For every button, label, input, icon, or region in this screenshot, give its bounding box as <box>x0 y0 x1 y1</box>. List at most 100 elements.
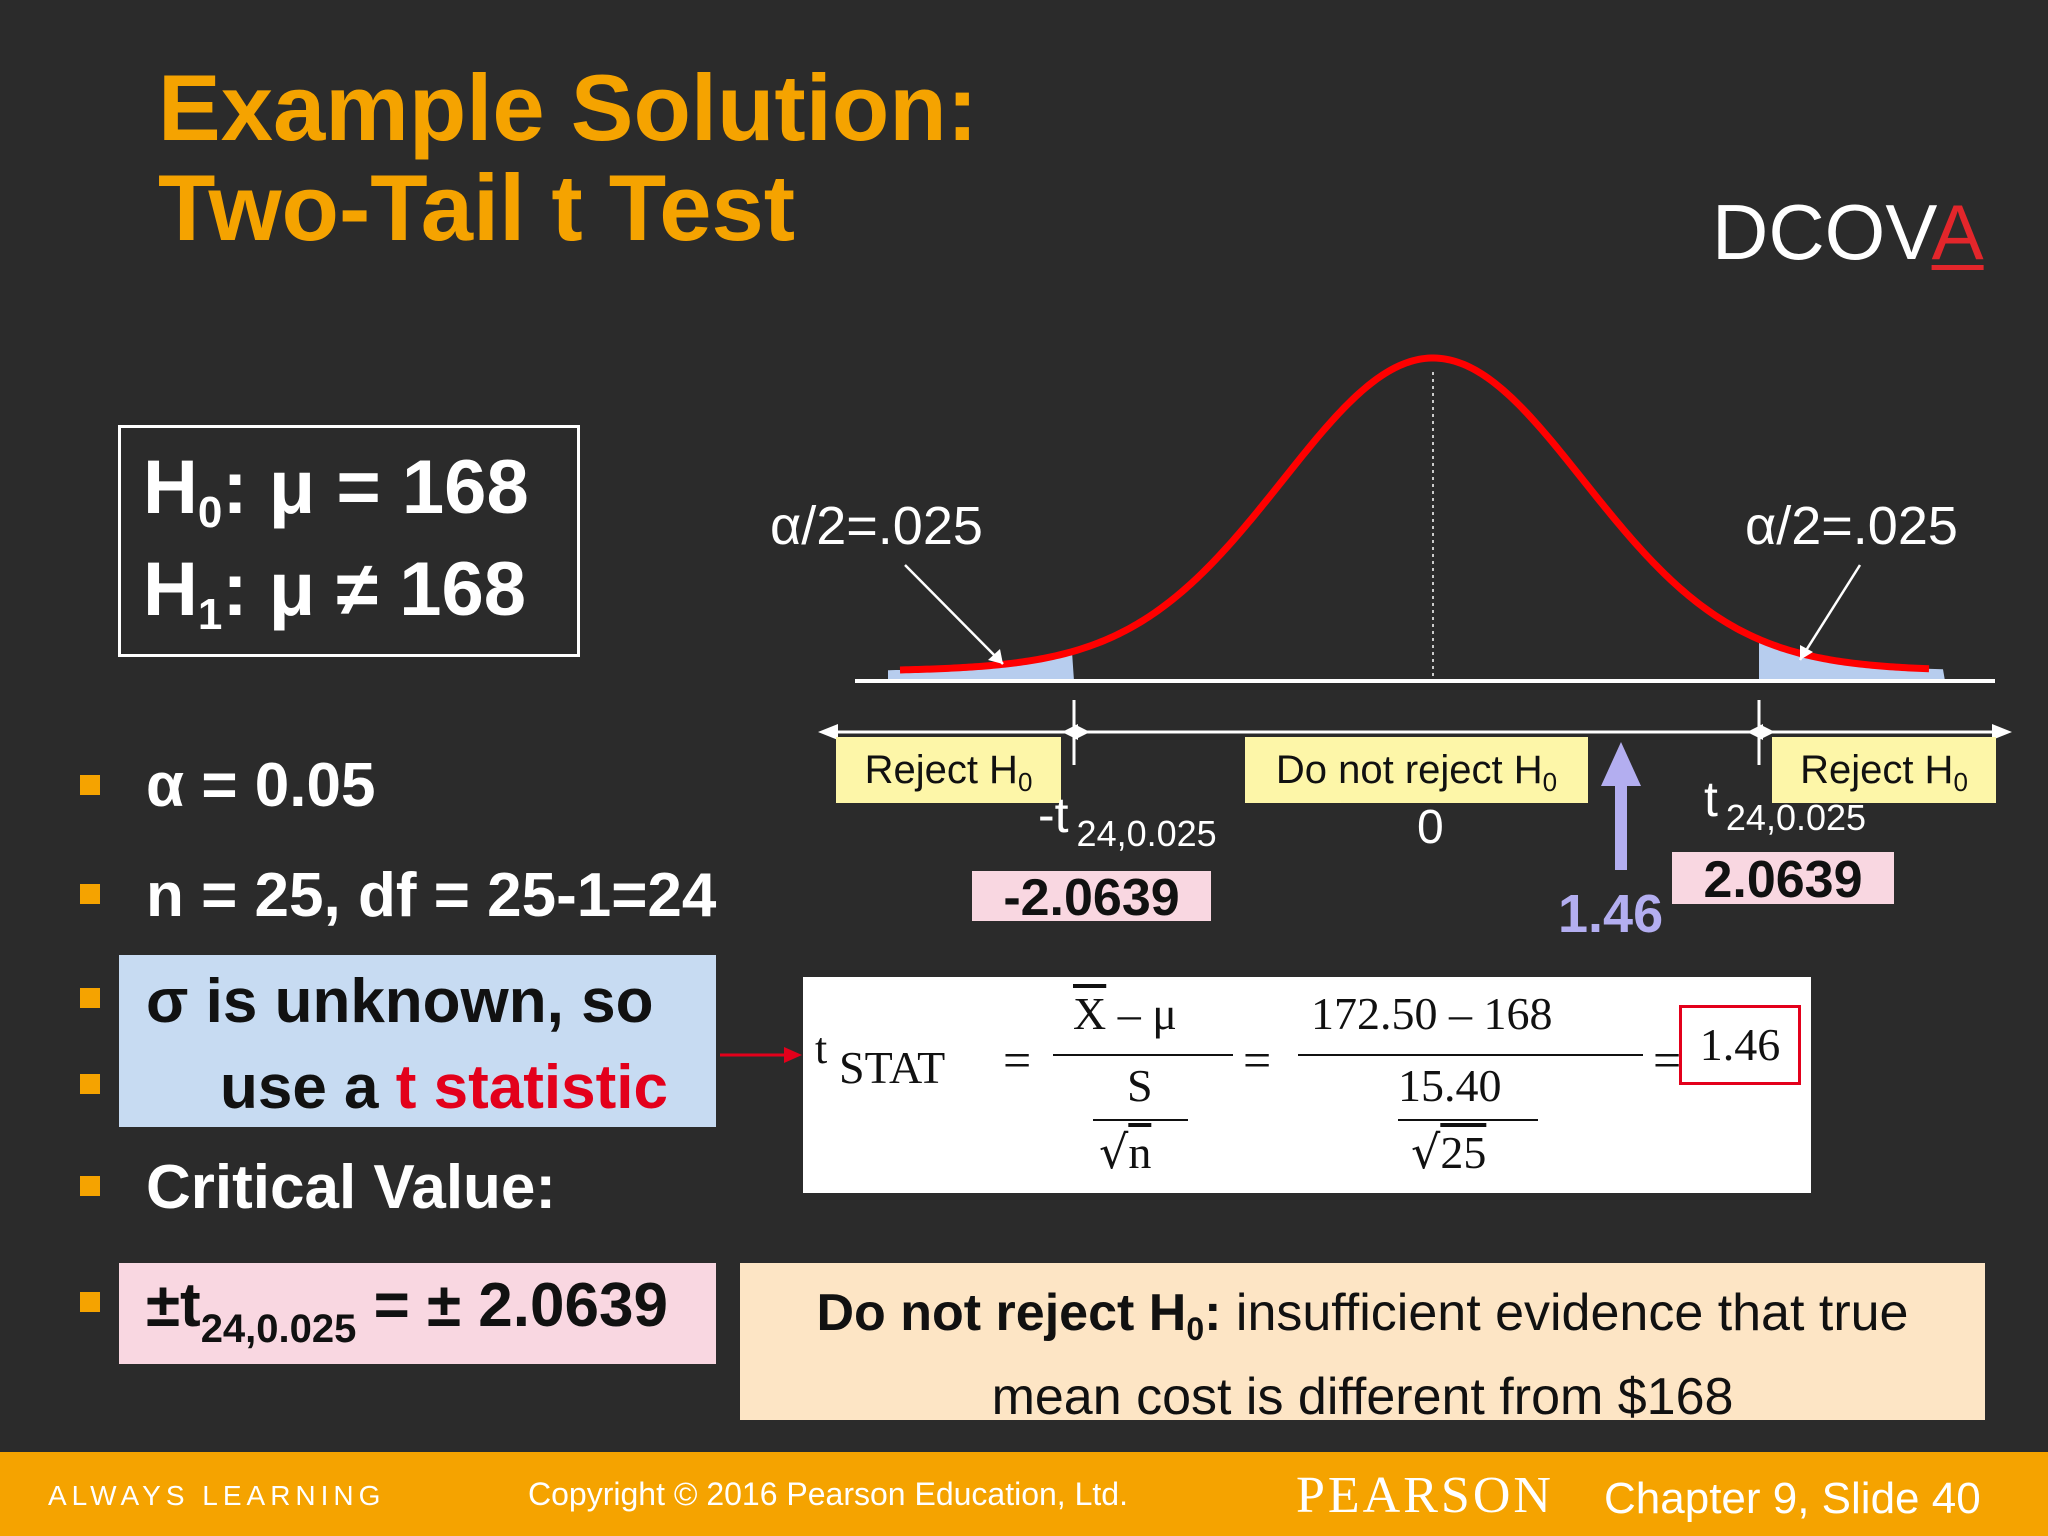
h0-subscript: 0 <box>197 488 223 537</box>
fraction-bar <box>1298 1054 1643 1056</box>
formula-equals: = <box>1653 1032 1682 1088</box>
do-not-reject-label: Do not reject H0 <box>1245 737 1588 803</box>
crit-value: = ± 2.0639 <box>356 1271 668 1340</box>
minus-mu: – μ <box>1106 988 1177 1039</box>
h0-symbol: H <box>143 445 198 530</box>
test-stat-value: 1.46 <box>1558 884 1664 944</box>
bullet-square <box>80 1074 100 1094</box>
tick-arrow-icon <box>1759 724 1775 740</box>
formula-num2: 172.50 – 168 <box>1311 988 1553 1039</box>
dcova-highlight: A <box>1931 188 1984 276</box>
formula-result: 1.46 <box>1679 1005 1801 1085</box>
alternative-hypothesis: H1: μ ≠ 168 <box>143 546 526 640</box>
stat-arrow-icon <box>1601 742 1641 786</box>
alpha-left-label: α/2=.025 <box>770 496 983 556</box>
critical-value-text: ±t24,0.025 = ± 2.0639 <box>146 1270 668 1352</box>
bullet-square <box>80 1176 100 1196</box>
bullet-square <box>80 1292 100 1312</box>
conclusion-line2: mean cost is different from $168 <box>991 1368 1734 1426</box>
zero-label: 0 <box>1417 801 1444 854</box>
reject-left-label: Reject H0 <box>836 737 1061 803</box>
formula-equals: = <box>1003 1032 1032 1088</box>
stat-arrow-shaft <box>1615 780 1627 870</box>
formula-t: t <box>815 1024 828 1073</box>
pearson-logo: PEARSON <box>1296 1467 1554 1524</box>
crit-prefix: ±t <box>146 1271 201 1340</box>
bullet-alpha: α = 0.05 <box>146 751 376 820</box>
h1-text: : μ ≠ 168 <box>222 547 527 632</box>
pointer-arrow-icon <box>720 1047 802 1063</box>
footer-slide-number: Chapter 9, Slide 40 <box>1604 1474 1981 1523</box>
conclusion-line1: Do not reject H0: insufficient evidence … <box>740 1279 1985 1363</box>
slide-title: Example Solution: Two-Tail t Test <box>158 58 978 258</box>
footer-copyright: Copyright © 2016 Pearson Education, Ltd. <box>528 1476 1128 1512</box>
h1-subscript: 1 <box>197 590 223 639</box>
neg-crit-symbol: -t 24,0.025 <box>1038 786 1217 854</box>
pos-crit-value: 2.0639 <box>1672 852 1894 908</box>
t-distribution-chart <box>818 354 2012 870</box>
bell-curve <box>899 354 1930 674</box>
fraction-bar <box>1053 1054 1233 1056</box>
formula-root-25: 25 <box>1440 1127 1487 1178</box>
pos-crit-symbol: t 24,0.025 <box>1704 770 1866 838</box>
neg-t-text: -t <box>1038 787 1069 843</box>
critical-value-box <box>119 1263 716 1364</box>
title-line-1: Example Solution: <box>158 55 978 160</box>
h1-symbol: H <box>143 547 198 632</box>
xbar: X <box>1073 988 1107 1039</box>
reject-right-sub: 0 <box>1953 767 1968 797</box>
alpha-right-pointer <box>1798 564 1862 661</box>
title-line-2: Two-Tail t Test <box>158 155 796 260</box>
reject-right-text: Reject H <box>1800 748 1954 792</box>
reject-left-sub: 0 <box>1017 767 1033 797</box>
neg-t-sub: 24,0.025 <box>1076 813 1217 854</box>
bullet-sigma-line2: use a t statistic <box>220 1052 668 1123</box>
sqrt-n: √n <box>1099 1125 1152 1179</box>
dcova-label: DCOVA <box>1712 192 1984 272</box>
do-not-reject-sub: 0 <box>1542 767 1558 797</box>
formula-den2: 15.40 <box>1398 1060 1502 1111</box>
t-stat-formula: t STAT = X – μ S √n = 172.50 – 168 15.40… <box>803 977 1811 1193</box>
conclusion-box: Do not reject H0: insufficient evidence … <box>740 1263 1985 1426</box>
conclusion-decision: Do not reject H <box>816 1284 1187 1342</box>
inner-fraction-bar <box>1093 1119 1188 1121</box>
conclusion-colon: : <box>1204 1284 1222 1342</box>
conclusion-sub: 0 <box>1186 1311 1205 1347</box>
hypotheses-box: H0: μ = 168 H1: μ ≠ 168 <box>118 425 580 657</box>
formula-stat: STAT <box>839 1042 946 1093</box>
bullet-square <box>80 988 100 1008</box>
bullet-critical-value: Critical Value: <box>146 1153 557 1222</box>
dcova-prefix: DCOV <box>1712 188 1932 276</box>
bullet-square <box>80 884 100 904</box>
crit-subscript: 24,0.025 <box>200 1307 357 1351</box>
conclusion-text1: insufficient evidence that true <box>1221 1284 1909 1342</box>
sigma-line2-text: use a <box>220 1053 396 1122</box>
sigma-unknown-box <box>119 955 716 1127</box>
do-not-reject-text: Do not reject H <box>1275 748 1543 792</box>
h0-text: : μ = 168 <box>222 445 529 530</box>
formula-numerator: X – μ <box>1073 987 1177 1040</box>
neg-crit-value: -2.0639 <box>972 871 1211 925</box>
arrow-left-icon <box>818 724 838 740</box>
footer-tagline: ALWAYS LEARNING <box>48 1480 386 1511</box>
arrow-head-icon <box>988 649 1003 664</box>
distribution-curve-group <box>888 354 1945 681</box>
tick-arrow-icon <box>1074 724 1090 740</box>
formula-s: S <box>1127 1060 1153 1111</box>
bullet-sample-size: n = 25, df = 25-1=24 <box>146 861 717 930</box>
alpha-left-pointer <box>904 564 1004 665</box>
arrow-head-icon <box>1800 645 1813 660</box>
formula-equals: = <box>1243 1032 1272 1088</box>
bullet-square <box>80 775 100 795</box>
footer-bar: ALWAYS LEARNING Copyright © 2016 Pearson… <box>0 1452 2048 1536</box>
arrow-right-icon <box>1992 724 2012 740</box>
null-hypothesis: H0: μ = 168 <box>143 444 529 538</box>
t-statistic-highlight: t statistic <box>395 1053 668 1122</box>
reject-right-label: Reject H0 <box>1772 737 1996 803</box>
inner-fraction-bar <box>1398 1119 1538 1121</box>
bullet-sigma-line1: σ is unknown, so <box>146 967 654 1036</box>
pos-t-text: t <box>1704 771 1718 827</box>
formula-n: n <box>1128 1127 1152 1178</box>
sqrt-25: √25 <box>1411 1125 1487 1179</box>
pos-t-sub: 24,0.025 <box>1725 797 1867 838</box>
